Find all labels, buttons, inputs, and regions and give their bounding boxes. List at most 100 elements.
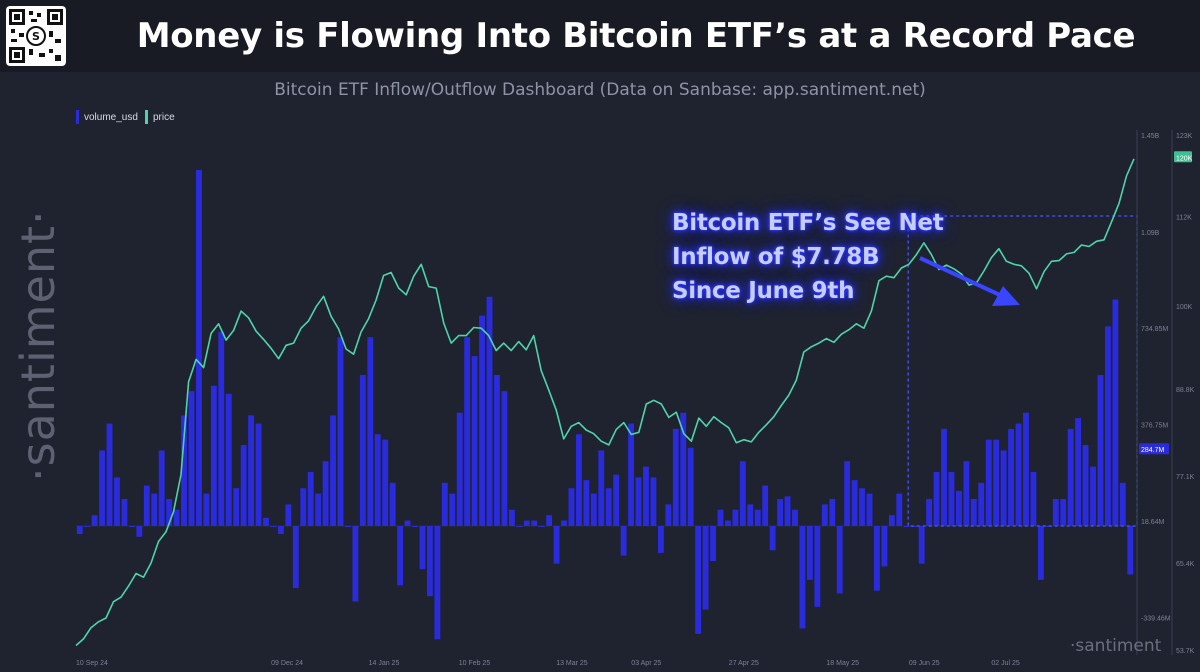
- annotation-arrow-layer: [919, 256, 1020, 306]
- volume-bar: [1119, 482, 1126, 526]
- volume-bar: [1075, 418, 1082, 526]
- price-axis-tick-label: 88.8K: [1176, 387, 1195, 394]
- volume-bar: [106, 423, 113, 526]
- volume-bar: [255, 423, 262, 526]
- volume-bar: [315, 493, 322, 526]
- volume-bar: [359, 374, 366, 526]
- volume-bar: [576, 434, 582, 526]
- volume-bar: [941, 428, 947, 526]
- volume-bar: [516, 525, 523, 527]
- volume-bar: [412, 525, 418, 527]
- volume-bar: [829, 499, 836, 526]
- legend-item-volume[interactable]: volume_usd: [76, 109, 138, 125]
- price-axis-tick-label: 112K: [1176, 215, 1192, 222]
- volume-bar: [814, 525, 821, 607]
- volume-axis-tick-label: 376.75M: [1141, 422, 1168, 429]
- volume-bar: [635, 477, 642, 526]
- volume-bar: [292, 525, 299, 588]
- volume-current-badge: [1139, 443, 1169, 455]
- volume-bar: [1015, 423, 1022, 526]
- x-axis-tick-label: 03 Apr 25: [631, 660, 661, 667]
- annotation-box-layer: [907, 215, 1138, 527]
- volume-bar: [404, 520, 411, 526]
- volume-bar: [844, 461, 851, 526]
- legend-label-volume: volume_usd: [84, 111, 138, 123]
- annotation-line-1: Bitcoin ETF’s See Net: [672, 210, 944, 236]
- volume-bar: [777, 499, 783, 526]
- volume-bar: [568, 488, 575, 526]
- volume-bar: [114, 477, 120, 526]
- x-axis-tick-label: 02 Jul 25: [991, 660, 1020, 667]
- volume-bar: [471, 356, 478, 526]
- volume-bar: [881, 525, 888, 567]
- volume-bar: [449, 493, 456, 526]
- volume-bar: [441, 482, 448, 526]
- volume-bar: [821, 504, 828, 526]
- volume-axis-tick-label: 734.85M: [1141, 326, 1168, 333]
- volume-bar: [836, 525, 843, 594]
- volume-bar: [1105, 326, 1111, 526]
- volume-bar: [665, 504, 672, 526]
- volume-bar: [210, 385, 217, 526]
- volume-bar: [896, 493, 903, 526]
- volume-bar: [158, 450, 165, 526]
- volume-bar: [918, 525, 925, 564]
- volume-bar: [643, 466, 649, 526]
- volume-bar: [866, 493, 873, 526]
- volume-axis-tick-label: -339.46M: [1141, 615, 1171, 622]
- volume-bar: [628, 423, 634, 526]
- volume-bar: [583, 480, 590, 526]
- volume-bar: [128, 525, 135, 527]
- volume-bar: [985, 439, 992, 526]
- volume-bars-layer: [76, 170, 1134, 640]
- annotation-dashed-box: [907, 215, 1138, 527]
- volume-bar: [784, 496, 791, 526]
- volume-bar: [657, 525, 664, 553]
- volume-bar: [91, 515, 98, 526]
- volume-bar: [888, 515, 895, 526]
- volume-bar: [1082, 445, 1089, 526]
- volume-bar: [307, 472, 314, 526]
- volume-bar: [963, 461, 970, 526]
- volume-axis-tick-label: 18.64M: [1141, 519, 1165, 526]
- qr-code-icon[interactable]: S: [6, 6, 66, 66]
- volume-bar: [389, 482, 396, 526]
- volume-bar: [203, 493, 210, 526]
- volume-bar: [754, 509, 761, 526]
- volume-bar: [956, 490, 962, 526]
- volume-bar: [300, 488, 307, 526]
- legend-item-price[interactable]: price: [145, 109, 175, 125]
- volume-bar: [553, 525, 560, 564]
- volume-bar: [702, 525, 709, 610]
- chart-subtitle: Bitcoin ETF Inflow/Outflow Dashboard (Da…: [274, 80, 926, 100]
- volume-bar: [486, 296, 493, 526]
- volume-bar: [672, 428, 679, 526]
- volume-bar: [933, 472, 940, 526]
- qr-center-glyph: S: [32, 30, 40, 43]
- volume-bar: [84, 525, 91, 527]
- volume-bar: [732, 509, 739, 526]
- volume-bar: [695, 525, 702, 634]
- volume-bar: [352, 525, 359, 602]
- volume-bar: [181, 415, 187, 526]
- annotation-callout: Bitcoin ETF’s See Net Inflow of $7.78B S…: [672, 206, 992, 308]
- axes-layer: 1.45B 1.09B 734.85M 376.75M 18.64M -339.46M 12…: [76, 130, 1195, 667]
- volume-bar: [948, 472, 955, 526]
- volume-bar: [717, 509, 724, 526]
- volume-bar: [382, 439, 389, 526]
- volume-bar: [1030, 472, 1037, 526]
- volume-bar: [337, 337, 344, 526]
- volume-bar: [903, 525, 910, 527]
- x-axis-tick-label: 10 Feb 25: [459, 660, 491, 667]
- volume-bar: [1045, 525, 1052, 527]
- title-bar: S Money is Flowing Into Bitcoin ETF’s at…: [0, 0, 1200, 72]
- volume-bar: [799, 525, 806, 629]
- volume-bar: [970, 499, 977, 526]
- x-axis-tick-label: 10 Sep 24: [76, 660, 108, 667]
- volume-current-label: 284.7M: [1141, 447, 1165, 454]
- legend-swatch-volume: [76, 110, 79, 124]
- volume-bar: [464, 337, 471, 526]
- price-current-label: 120K: [1176, 155, 1193, 162]
- volume-bar: [501, 391, 508, 526]
- volume-bar: [859, 488, 865, 526]
